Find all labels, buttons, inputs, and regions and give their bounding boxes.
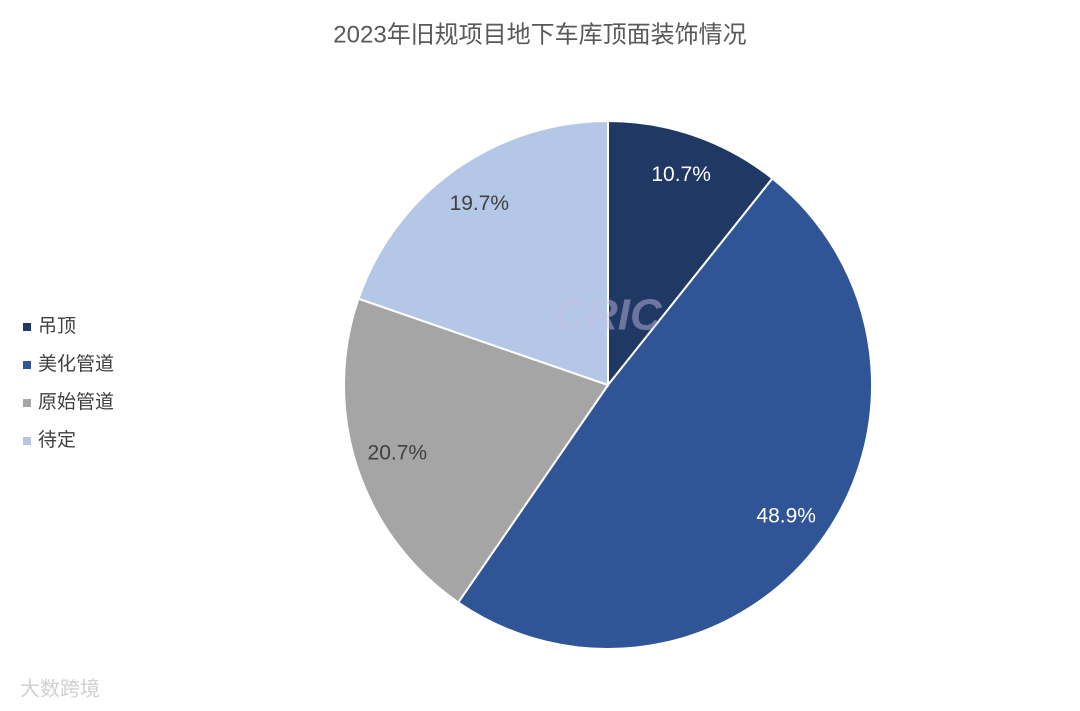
data-label: 10.7% [651,163,711,186]
pie-slice [343,297,610,604]
chart-title: 2023年旧规项目地下车库顶面装饰情况 [333,21,746,48]
legend-swatch [23,437,31,445]
data-label: 20.7% [368,442,428,465]
pie-slice [607,119,774,388]
pie [343,119,873,650]
watermark: CRIC [554,291,663,340]
legend-swatch [23,323,31,331]
watermark: 大数跨境 [20,677,100,700]
pie-slice [357,119,609,387]
legend-label: 吊顶 [38,316,76,337]
legend-label: 待定 [38,429,76,451]
data-label: 19.7% [450,192,510,215]
legend-swatch [23,399,31,407]
legend-label: 美化管道 [38,353,114,375]
pie-slice [456,177,873,650]
legend-label: 原始管道 [38,391,114,413]
legend-swatch [23,361,31,369]
data-label: 48.9% [756,505,816,528]
